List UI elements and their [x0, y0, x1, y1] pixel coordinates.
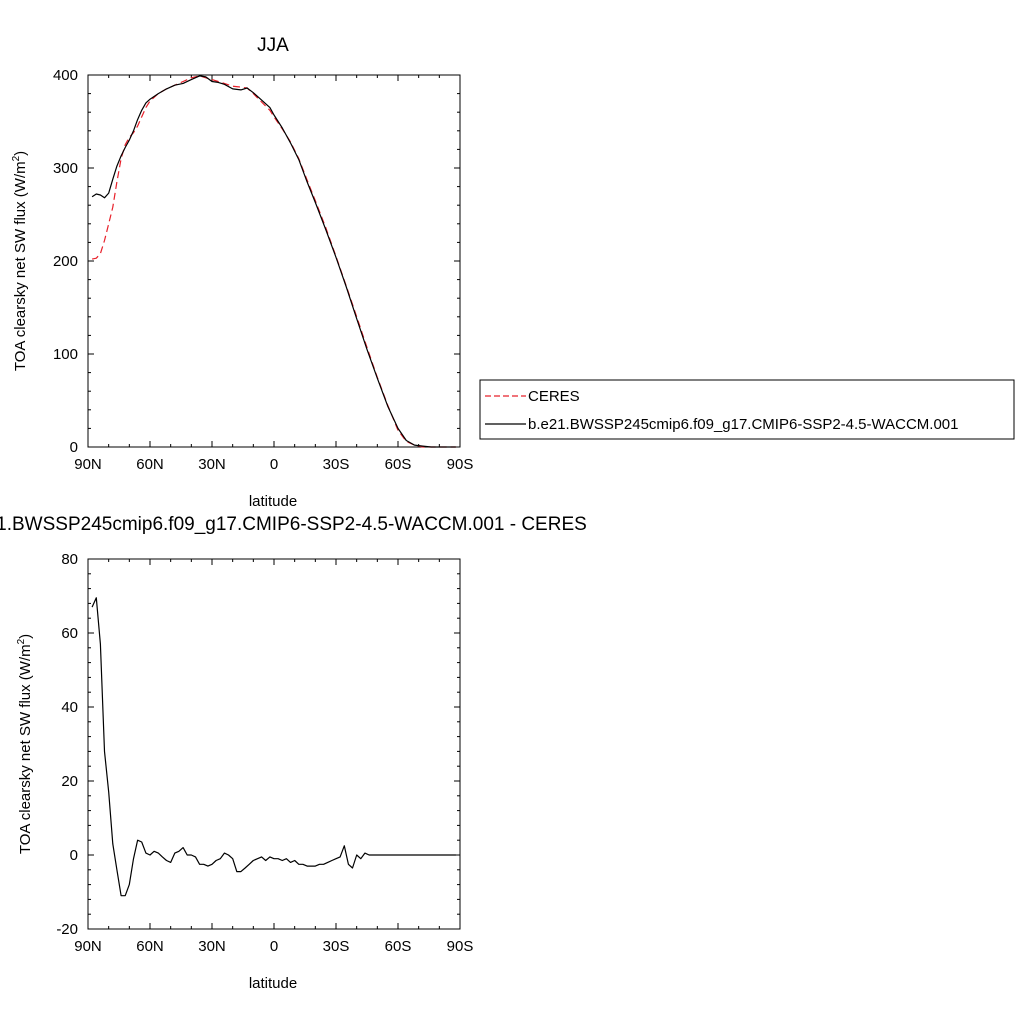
bottom-plot-frame [87, 558, 461, 930]
bottom-y-axis-label: TOA clearsky net SW flux (W/m2) [16, 634, 34, 854]
bottom-x-tick-label: 0 [270, 938, 278, 955]
top-plot-frame [87, 74, 461, 448]
top-chart-title: JJA [257, 35, 289, 56]
legend-box [479, 379, 1015, 440]
bottom-x-tick-label: 60S [385, 938, 412, 955]
top-series-line-0 [91, 75, 456, 448]
bottom-series-lines [91, 597, 456, 897]
legend: CERES b.e21.BWSSP245cmip6.f09_g17.CMIP6-… [479, 379, 1015, 440]
top-x-tick-label: 30N [198, 456, 226, 473]
bottom-y-tick-label: 40 [61, 699, 78, 716]
top-x-tick-label: 60S [385, 456, 412, 473]
top-y-tick-label: 0 [70, 439, 78, 456]
bottom-x-tick-label: 60N [136, 938, 164, 955]
top-series-line-1 [91, 75, 456, 448]
bottom-chart-title: b.e21.BWSSP245cmip6.f09_g17.CMIP6-SSP2-4… [0, 514, 587, 535]
bottom-y-tick-label: 80 [61, 551, 78, 568]
bottom-x-tick-label: 90S [447, 938, 474, 955]
top-axis-ticks: 90N 60N 30N 0 30S 60S 90S 0 100 200 300 400 [53, 67, 473, 473]
bottom-panel: b.e21.BWSSP245cmip6.f09_g17.CMIP6-SSP2-4… [0, 514, 587, 992]
bottom-y-tick-label: 60 [61, 625, 78, 642]
top-x-tick-label: 30S [323, 456, 350, 473]
top-x-tick-label: 60N [136, 456, 164, 473]
top-y-axis-label: TOA clearsky net SW flux (W/m2) [11, 151, 29, 371]
top-y-tick-label: 100 [53, 346, 78, 363]
top-y-tick-label: 300 [53, 160, 78, 177]
bottom-y-tick-label: -20 [56, 921, 78, 938]
legend-entry-model: b.e21.BWSSP245cmip6.f09_g17.CMIP6-SSP2-4… [528, 416, 958, 433]
top-panel: JJA 90N 60N 30N 0 30S 60S 90S 0 100 200 300 400 lat… [11, 35, 1015, 510]
top-x-axis-label: latitude [249, 493, 297, 510]
bottom-axis-ticks: 90N 60N 30N 0 30S 60S 90S -20 0 20 40 60 80 [56, 551, 473, 955]
top-x-tick-label: 90N [74, 456, 102, 473]
bottom-x-axis-label: latitude [249, 975, 297, 992]
legend-entry-ceres: CERES [528, 388, 580, 405]
top-series-lines [91, 75, 456, 448]
top-x-tick-label: 90S [447, 456, 474, 473]
bottom-y-tick-label: 0 [70, 847, 78, 864]
bottom-series-line-0 [91, 597, 456, 897]
bottom-x-tick-label: 30S [323, 938, 350, 955]
top-y-tick-label: 200 [53, 253, 78, 270]
bottom-x-tick-label: 90N [74, 938, 102, 955]
top-y-tick-label: 400 [53, 67, 78, 84]
bottom-x-tick-label: 30N [198, 938, 226, 955]
top-x-tick-label: 0 [270, 456, 278, 473]
bottom-y-tick-label: 20 [61, 773, 78, 790]
